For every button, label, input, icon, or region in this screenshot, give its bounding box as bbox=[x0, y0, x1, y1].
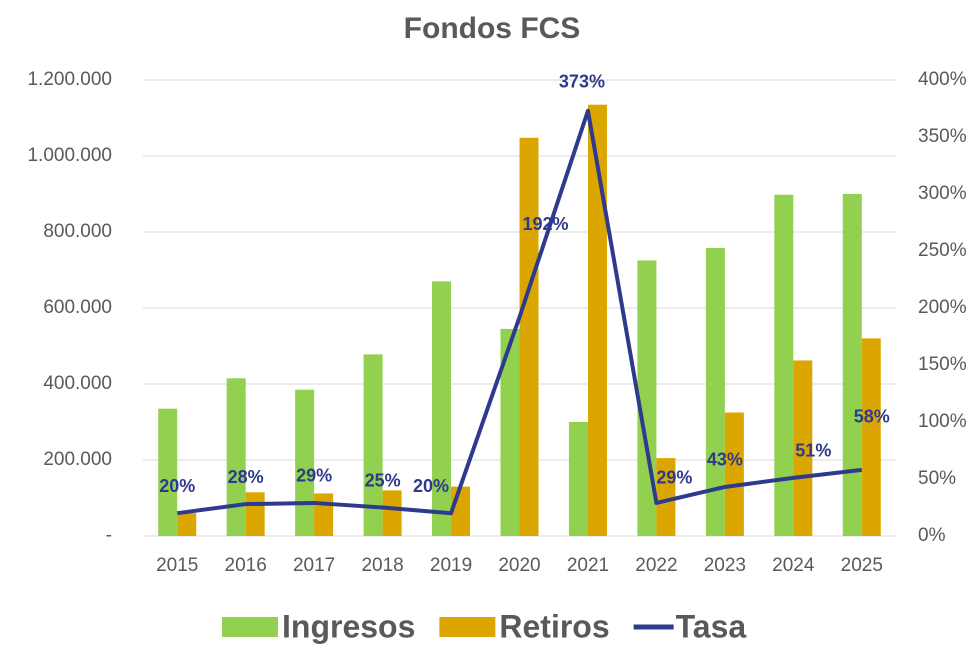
y-tick-label: 200.000 bbox=[43, 449, 112, 470]
legend-label: Tasa bbox=[676, 608, 747, 644]
bar bbox=[774, 194, 794, 536]
data-label: 20% bbox=[413, 476, 449, 496]
data-label: 25% bbox=[365, 470, 401, 490]
bar bbox=[363, 354, 383, 536]
y2-tick-label: 350% bbox=[918, 126, 967, 147]
x-tick-label: 2025 bbox=[841, 555, 883, 576]
y-tick-label: 1.200.000 bbox=[27, 69, 112, 90]
data-label: 373% bbox=[559, 72, 605, 92]
legend-label: Ingresos bbox=[282, 608, 415, 644]
bar bbox=[519, 137, 539, 536]
y2-tick-label: 200% bbox=[918, 297, 967, 318]
data-label: 29% bbox=[296, 466, 332, 486]
y-tick-label: 400.000 bbox=[43, 373, 112, 394]
data-label: 192% bbox=[522, 214, 568, 234]
x-tick-label: 2018 bbox=[361, 555, 403, 576]
y-tick-label: - bbox=[106, 525, 112, 546]
bar bbox=[432, 281, 452, 536]
data-label: 20% bbox=[159, 476, 195, 496]
data-label: 43% bbox=[707, 450, 743, 470]
data-label: 28% bbox=[228, 467, 264, 487]
y2-tick-label: 0% bbox=[918, 525, 946, 546]
x-tick-label: 2016 bbox=[225, 555, 267, 576]
bar bbox=[705, 247, 725, 536]
data-label: 58% bbox=[854, 407, 890, 427]
bar bbox=[382, 490, 402, 536]
legend-label: Retiros bbox=[499, 608, 609, 644]
y2-tick-label: 100% bbox=[918, 411, 967, 432]
y-tick-label: 800.000 bbox=[43, 221, 112, 242]
chart-title: Fondos FCS bbox=[404, 12, 581, 45]
x-tick-label: 2023 bbox=[704, 555, 746, 576]
bar bbox=[451, 486, 471, 536]
x-tick-label: 2015 bbox=[156, 555, 198, 576]
bar bbox=[656, 458, 676, 536]
bar bbox=[793, 360, 813, 536]
x-tick-label: 2024 bbox=[772, 555, 815, 576]
y2-tick-label: 400% bbox=[918, 69, 967, 90]
bar bbox=[500, 328, 520, 536]
legend-swatch bbox=[439, 617, 496, 637]
y-tick-label: 600.000 bbox=[43, 297, 112, 318]
bar bbox=[842, 194, 862, 536]
y2-tick-label: 150% bbox=[918, 354, 967, 375]
line-series bbox=[176, 108, 863, 516]
x-tick-label: 2021 bbox=[567, 555, 609, 576]
bar bbox=[587, 104, 607, 536]
legend-swatch bbox=[222, 617, 278, 637]
bar bbox=[245, 492, 265, 536]
bar bbox=[158, 408, 178, 536]
bar bbox=[314, 493, 334, 536]
bar bbox=[177, 513, 197, 536]
bar bbox=[226, 378, 246, 536]
bar bbox=[724, 412, 744, 536]
x-tick-label: 2020 bbox=[498, 555, 540, 576]
y2-tick-label: 300% bbox=[918, 183, 967, 204]
y-tick-label: 1.000.000 bbox=[27, 145, 112, 166]
bar bbox=[861, 338, 881, 536]
bar bbox=[295, 389, 315, 536]
y2-tick-label: 50% bbox=[918, 468, 956, 489]
x-tick-label: 2017 bbox=[293, 555, 335, 576]
x-tick-label: 2019 bbox=[430, 555, 472, 576]
data-label: 51% bbox=[795, 441, 831, 461]
bar bbox=[568, 422, 588, 536]
y2-tick-label: 250% bbox=[918, 240, 967, 261]
data-label: 29% bbox=[656, 468, 692, 488]
x-tick-label: 2022 bbox=[635, 555, 677, 576]
